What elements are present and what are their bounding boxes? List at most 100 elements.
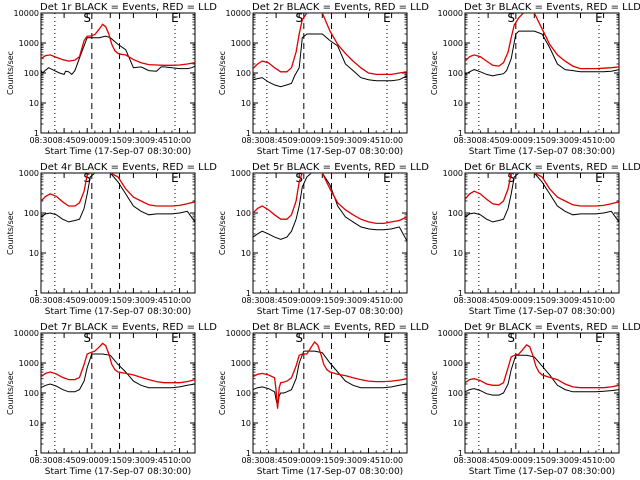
y-tick-label: 1000: [19, 359, 39, 368]
x-tick-label: 09:15: [99, 136, 122, 145]
y-tick-label: 1000: [443, 169, 463, 178]
series-events-line: [41, 353, 195, 393]
marker-e: E: [383, 11, 391, 25]
x-tick-label: 10:00: [380, 136, 403, 145]
x-axis-label: Start Time (17-Sep-07 08:30:00): [257, 467, 403, 477]
y-tick-label: 100: [24, 389, 39, 398]
y-tick-label: 1000: [19, 39, 39, 48]
x-tick-label: 08:30: [29, 296, 52, 305]
x-tick-label: 08:45: [265, 456, 288, 465]
y-tick-label: 100: [236, 389, 251, 398]
series-lld-line: [465, 173, 619, 207]
series-lld-line: [465, 344, 619, 389]
x-tick-label: 09:00: [500, 456, 523, 465]
series-lld-line: [253, 340, 407, 409]
marker-e: E: [171, 11, 179, 25]
panel-title: Det 9r BLACK = Events, RED = LLD: [464, 322, 640, 333]
x-tick-label: 08:45: [265, 136, 288, 145]
x-tick-label: 09:15: [311, 136, 334, 145]
x-tick-label: 09:15: [311, 296, 334, 305]
x-tick-label: 08:45: [477, 296, 500, 305]
y-tick-label: 1000: [443, 39, 463, 48]
y-tick-label: 1: [458, 449, 463, 458]
x-axis-label: Start Time (17-Sep-07 08:30:00): [469, 147, 615, 157]
y-axis-label: Counts/sec: [218, 51, 227, 95]
y-tick-label: 100: [448, 209, 463, 218]
x-tick-label: 09:30: [122, 136, 145, 145]
x-tick-label: 09:00: [76, 136, 99, 145]
x-tick-label: 09:45: [569, 296, 592, 305]
x-tick-label: 09:15: [523, 296, 546, 305]
plot-frame: [464, 172, 620, 294]
marker-e: E: [383, 331, 391, 345]
x-tick-label: 09:30: [546, 456, 569, 465]
x-tick-label: 10:00: [380, 456, 403, 465]
series-events-line: [41, 173, 195, 223]
series-events-line: [253, 173, 407, 242]
series-lld-line: [41, 173, 195, 207]
x-axis-label: Start Time (17-Sep-07 08:30:00): [257, 147, 403, 157]
y-axis-label: Counts/sec: [6, 371, 15, 415]
x-tick-label: 09:45: [145, 296, 168, 305]
plot-frame: [464, 332, 620, 454]
x-tick-label: 09:30: [546, 136, 569, 145]
y-tick-label: 10000: [438, 329, 463, 338]
panel-title: Det 1r BLACK = Events, RED = LLD: [40, 2, 217, 13]
y-tick-label: 10: [241, 249, 251, 258]
plot-frame: [40, 172, 196, 294]
y-tick-label: 1: [246, 129, 251, 138]
y-tick-label: 1: [246, 449, 251, 458]
x-tick-label: 10:00: [168, 296, 191, 305]
panel-det-9: Det 9r BLACK = Events, RED = LLDSE110100…: [430, 322, 640, 477]
x-tick-label: 08:45: [53, 136, 76, 145]
panel-det-3: Det 3r BLACK = Events, RED = LLDSE110100…: [430, 2, 640, 157]
y-tick-label: 10: [453, 99, 463, 108]
plot-frame: [40, 12, 196, 134]
x-tick-label: 09:15: [99, 456, 122, 465]
x-tick-label: 09:00: [500, 136, 523, 145]
x-tick-label: 08:45: [477, 456, 500, 465]
x-tick-label: 10:00: [168, 136, 191, 145]
panel-det-5: Det 5r BLACK = Events, RED = LLDSE110100…: [218, 162, 429, 317]
y-tick-label: 1: [246, 289, 251, 298]
x-tick-label: 09:00: [288, 136, 311, 145]
panel-title: Det 7r BLACK = Events, RED = LLD: [40, 322, 217, 333]
x-tick-label: 08:30: [241, 296, 264, 305]
x-axis-label: Start Time (17-Sep-07 08:30:00): [257, 307, 403, 317]
y-tick-label: 10: [453, 419, 463, 428]
x-tick-label: 08:30: [29, 456, 52, 465]
series-lld-line: [41, 23, 195, 66]
x-tick-label: 08:30: [29, 136, 52, 145]
y-tick-label: 100: [24, 209, 39, 218]
x-tick-label: 09:30: [334, 136, 357, 145]
y-tick-label: 1000: [231, 359, 251, 368]
x-tick-label: 08:45: [53, 296, 76, 305]
x-tick-label: 09:45: [357, 456, 380, 465]
series-events-line: [41, 35, 195, 76]
y-tick-label: 10000: [14, 9, 39, 18]
y-tick-label: 10000: [226, 329, 251, 338]
x-axis-label: Start Time (17-Sep-07 08:30:00): [469, 467, 615, 477]
x-tick-label: 08:30: [453, 456, 476, 465]
x-tick-label: 09:00: [500, 296, 523, 305]
x-tick-label: 09:15: [523, 456, 546, 465]
panel-title: Det 5r BLACK = Events, RED = LLD: [252, 162, 429, 173]
x-tick-label: 08:30: [241, 136, 264, 145]
x-tick-label: 10:00: [592, 456, 615, 465]
x-tick-label: 10:00: [592, 136, 615, 145]
series-events-line: [253, 350, 407, 407]
x-tick-label: 09:45: [569, 456, 592, 465]
panel-title: Det 2r BLACK = Events, RED = LLD: [252, 2, 429, 13]
panel-det-2: Det 2r BLACK = Events, RED = LLDSE110100…: [218, 2, 429, 157]
y-axis-label: Counts/sec: [218, 371, 227, 415]
x-tick-label: 09:00: [76, 456, 99, 465]
marker-e: E: [171, 171, 179, 185]
y-tick-label: 10000: [14, 329, 39, 338]
x-tick-label: 09:45: [357, 296, 380, 305]
x-tick-label: 09:15: [523, 136, 546, 145]
y-tick-label: 10000: [438, 9, 463, 18]
panel-det-1: Det 1r BLACK = Events, RED = LLDSE110100…: [6, 2, 217, 157]
x-tick-label: 09:00: [76, 296, 99, 305]
y-tick-label: 100: [448, 389, 463, 398]
